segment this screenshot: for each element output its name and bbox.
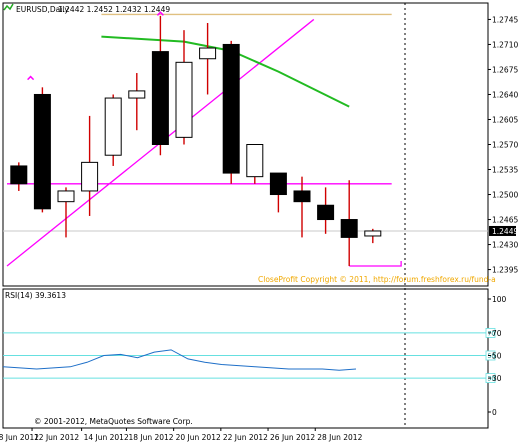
rsi-y-tick-label: 0 xyxy=(492,408,497,417)
bullish-candle-body xyxy=(199,47,217,60)
x-tick-label: 12 Jun 2012 xyxy=(34,433,79,442)
price-y-tick-label: 1.2395 xyxy=(492,266,518,275)
candle xyxy=(269,172,287,213)
x-tick-label: 8 Jun 2012 xyxy=(0,433,39,442)
current-price-label: 1.2449 xyxy=(492,227,518,236)
candle xyxy=(33,87,51,213)
bearish-candle-body xyxy=(151,51,169,145)
bearish-candle-body xyxy=(10,165,28,185)
price-y-tick-label: 1.2465 xyxy=(492,216,518,225)
price-y-tick-label: 1.2605 xyxy=(492,115,518,124)
rsi-chart: 70 50 30 xyxy=(2,327,496,384)
bearish-candle-body xyxy=(269,172,287,196)
candle xyxy=(175,30,193,145)
candle xyxy=(317,187,335,234)
candle xyxy=(222,40,240,184)
bullish-candle-body xyxy=(81,161,99,192)
price-chart-ohlc: 1.2442 1.2452 1.2432 1.2449 xyxy=(58,5,170,14)
price-y-tick-label: 1.2745 xyxy=(492,15,518,24)
x-tick-label: 20 Jun 2012 xyxy=(176,433,221,442)
candle xyxy=(128,73,146,131)
price-y-tick-label: 1.2430 xyxy=(492,241,518,250)
x-tick-label: 22 Jun 2012 xyxy=(223,433,268,442)
candle xyxy=(340,180,358,266)
x-tick-label: 14 Jun 2012 xyxy=(84,433,129,442)
bullish-candle-body xyxy=(175,61,193,138)
rsi-level-label: 50 xyxy=(488,353,496,360)
price-y-tick-label: 1.2640 xyxy=(492,90,518,99)
chart-logo-icon xyxy=(3,3,14,11)
rsi-y-tick-label: 30 xyxy=(492,374,502,383)
bearish-candle-body xyxy=(293,190,311,203)
bullish-candle-body xyxy=(364,230,382,237)
bullish-candle-body xyxy=(246,144,264,178)
low-step-line xyxy=(349,260,402,267)
price-chart-title: EURUSD,Daily xyxy=(16,5,69,14)
rsi-frame xyxy=(2,288,489,429)
watermark-text: CloseProfit Copyright © 2011, http://for… xyxy=(258,275,496,284)
rsi-chart-title: RSI(14) 39.3613 xyxy=(5,291,66,300)
bearish-candle-body xyxy=(340,219,358,238)
x-tick-label: 28 Jun 2012 xyxy=(317,433,362,442)
candle xyxy=(57,187,75,238)
candle xyxy=(364,228,382,244)
bullish-candle-body xyxy=(104,97,122,156)
candle xyxy=(246,144,264,184)
price-y-tick-label: 1.2675 xyxy=(492,65,518,74)
price-y-tick-label: 1.2570 xyxy=(492,141,518,150)
arrow-mark xyxy=(156,11,164,16)
axis-labels: 1.2745 1.2710 1.2675 1.2640 1.2605 1.2570 1.25… xyxy=(0,15,518,442)
candle xyxy=(104,94,122,166)
candle xyxy=(151,15,169,156)
current-price-badge xyxy=(489,225,516,236)
bearish-candle-body xyxy=(222,43,240,174)
candle xyxy=(10,162,28,191)
rsi-y-tick-label: 50 xyxy=(492,352,502,361)
price-y-tick-label: 1.2710 xyxy=(492,40,518,49)
bullish-candle-body xyxy=(128,90,146,99)
price-chart xyxy=(3,3,488,267)
x-tick-label: 18 Jun 2012 xyxy=(128,433,173,442)
rsi-level-label: 70 xyxy=(488,330,496,337)
arrow-mark xyxy=(27,75,35,81)
bullish-candle-body xyxy=(57,190,75,203)
rsi-y-tick-label: 100 xyxy=(492,295,507,304)
rsi-y-tick-label: 70 xyxy=(492,329,502,338)
rsi-level-label: 30 xyxy=(488,376,496,383)
copyright-text: © 2001-2012, MetaQuotes Software Corp. xyxy=(34,417,193,426)
bearish-candle-body xyxy=(33,93,51,210)
x-tick-label: 26 Jun 2012 xyxy=(270,433,315,442)
rsi-line xyxy=(2,349,357,371)
price-y-tick-label: 1.2500 xyxy=(492,191,518,200)
bearish-candle-body xyxy=(317,204,335,221)
price-y-tick-label: 1.2535 xyxy=(492,166,518,175)
candle xyxy=(81,115,99,216)
candle xyxy=(199,23,217,95)
candle xyxy=(293,176,311,238)
price-frame xyxy=(2,2,489,287)
